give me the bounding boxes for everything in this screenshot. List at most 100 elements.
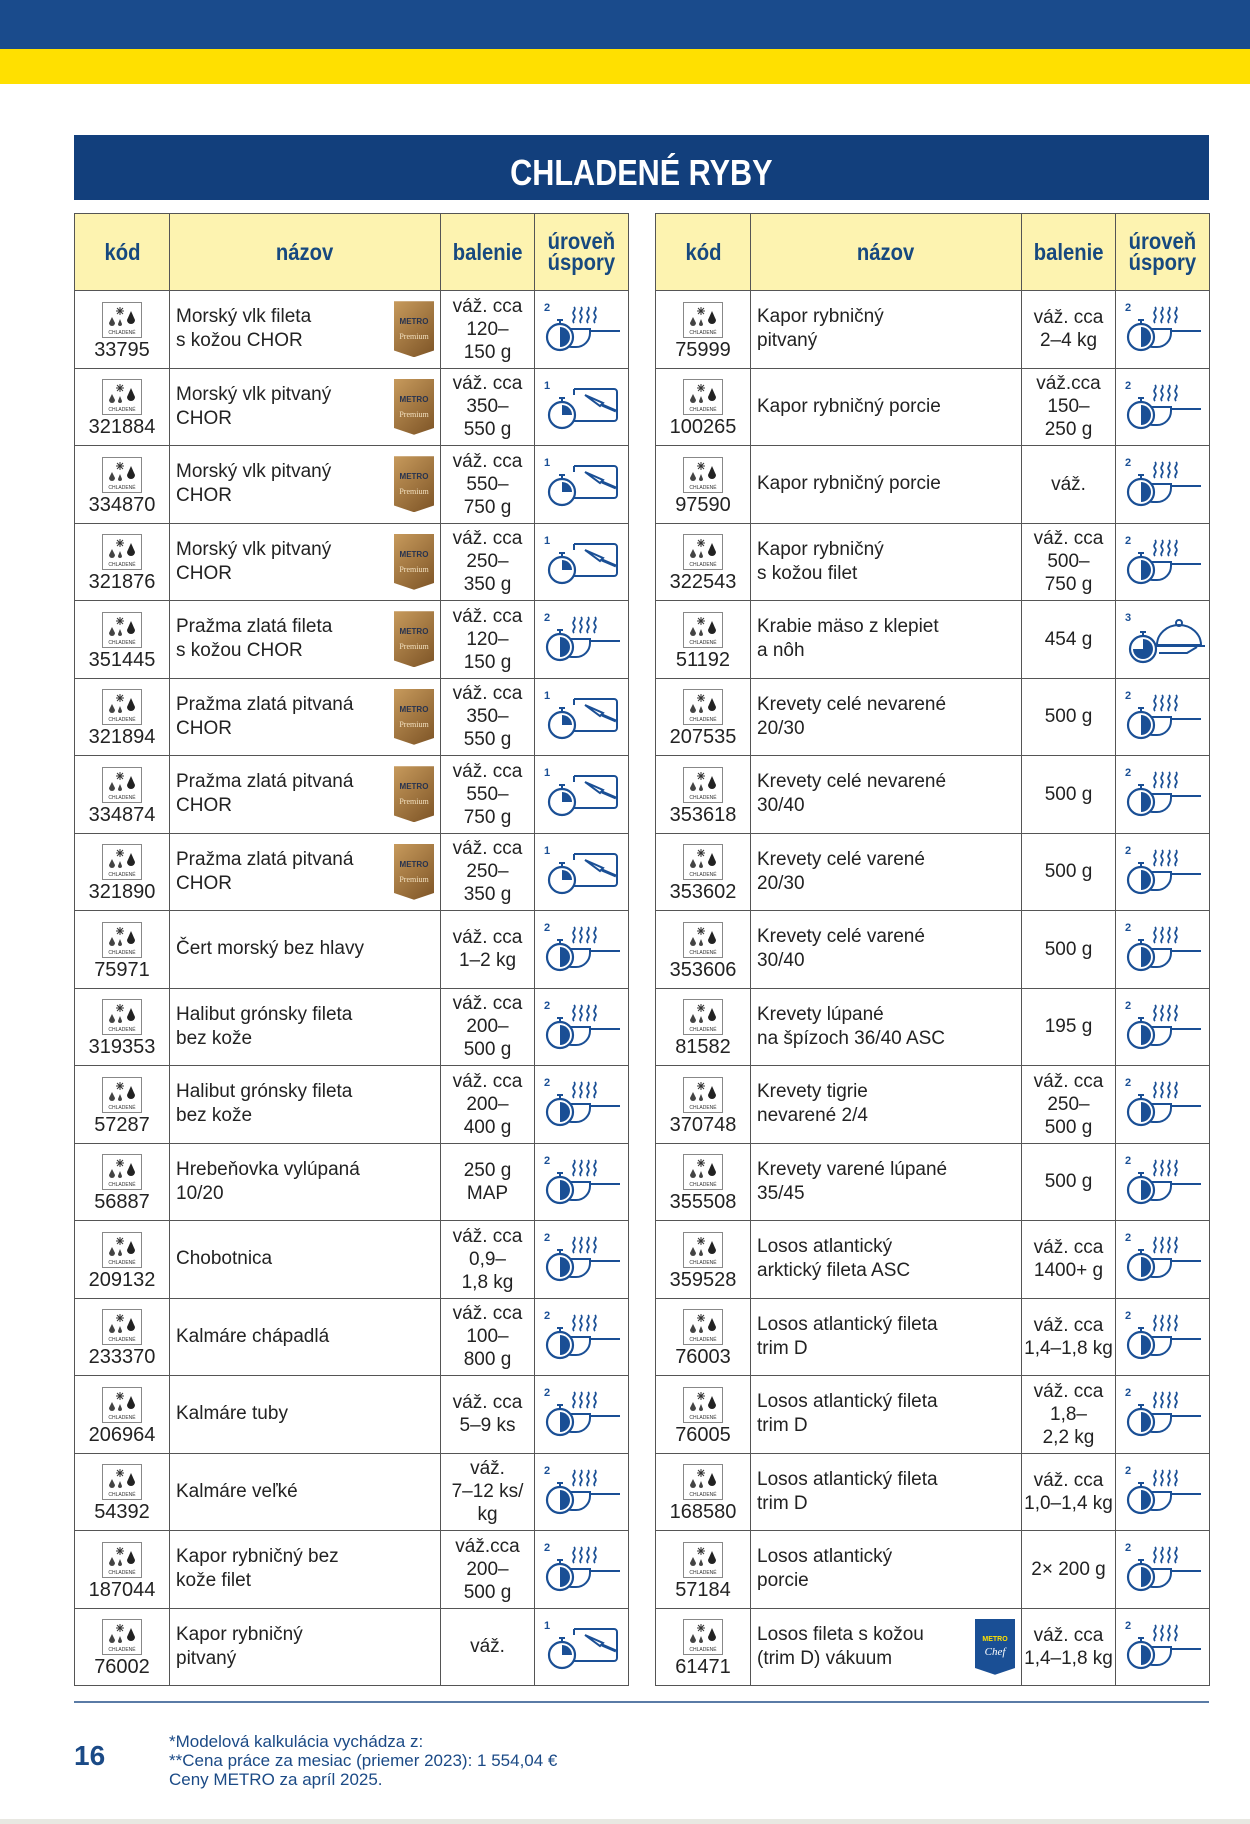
product-name: Kapor rybničný porcie: [757, 395, 941, 419]
product-code: 97590: [675, 493, 731, 516]
svg-text:2: 2: [1125, 1620, 1131, 1632]
code-cell: CHLADENÉ 100265: [655, 367, 751, 446]
product-name-line: (trim D) vákuum: [757, 1647, 893, 1669]
product-name-line: Morský vlk pitvaný: [176, 461, 332, 483]
svg-text:2: 2: [1125, 1000, 1131, 1012]
pack-line: váž. cca: [452, 1392, 523, 1414]
product-name: Pražma zlatá pitvaná CHOR: [176, 848, 353, 896]
svg-text:2: 2: [544, 1310, 550, 1322]
pack-cell: váž.cca 150– 250 g: [1021, 367, 1116, 446]
product-code: 76002: [94, 1656, 150, 1679]
chilled-icon: CHLADENÉ: [102, 301, 142, 338]
svg-text:2: 2: [1125, 1310, 1131, 1322]
code-cell: CHLADENÉ 76003: [655, 1297, 751, 1376]
code-cell: CHLADENÉ 76002: [74, 1607, 170, 1686]
pack-cell: váž. cca 1,8– 2,2 kg: [1021, 1375, 1116, 1454]
chilled-icon: CHLADENÉ: [683, 456, 723, 493]
product-code: 351445: [88, 648, 156, 671]
pack-line: 454 g: [1044, 628, 1093, 650]
pan-cooking-timer-icon: 2: [535, 297, 628, 361]
savings-level-cell: 2: [534, 1530, 629, 1609]
pack-line: váž. cca: [1033, 1070, 1104, 1092]
svg-text:2: 2: [544, 922, 550, 934]
svg-text:1: 1: [544, 380, 550, 392]
table-row: CHLADENÉ 61471 Losos fileta s kožou (trim …: [655, 1607, 1210, 1686]
pack-line: váž. cca: [1033, 1237, 1104, 1259]
savings-level-cell: 1: [534, 367, 629, 446]
code-cell: CHLADENÉ 319353: [74, 987, 170, 1066]
code-cell: CHLADENÉ 207535: [655, 677, 751, 756]
svg-text:2: 2: [544, 1387, 550, 1399]
code-cell: CHLADENÉ 353602: [655, 832, 751, 911]
code-cell: CHLADENÉ 321884: [74, 367, 170, 446]
pack-line: 200–: [466, 1093, 509, 1115]
product-name-line: Pražma zlatá pitvaná: [176, 848, 354, 870]
product-name-line: CHOR: [176, 795, 232, 817]
name-cell: Kalmáre veľké: [169, 1452, 441, 1531]
pack-line: 250 g: [1044, 419, 1093, 441]
savings-level-cell: 2: [1115, 1065, 1210, 1144]
name-cell: Losos atlantický fileta trim D: [750, 1297, 1022, 1376]
pack-cell: váž. cca 1,4–1,8 kg: [1021, 1607, 1116, 1686]
knife-cutting-board-timer-icon: 1: [535, 375, 628, 439]
pack-cell: 500 g: [1021, 832, 1116, 911]
savings-level-cell: 2: [534, 1452, 629, 1531]
svg-text:1: 1: [544, 535, 550, 547]
product-name-line: Losos atlantický fileta: [757, 1313, 938, 1335]
pack-line: váž. cca: [452, 295, 523, 317]
product-name-line: Krevety celé varené: [757, 848, 925, 870]
product-name: Chobotnica: [176, 1247, 272, 1271]
chilled-icon: CHLADENÉ: [683, 921, 723, 958]
svg-text:2: 2: [1125, 767, 1131, 779]
code-cell: CHLADENÉ 321890: [74, 832, 170, 911]
savings-level-cell: 2: [1115, 1452, 1210, 1531]
svg-text:2: 2: [544, 1465, 550, 1477]
chilled-icon: CHLADENÉ: [683, 1619, 723, 1656]
name-cell: Krevety tigrie nevarené 2/4: [750, 1065, 1022, 1144]
product-name: Kapor rybničný porcie: [757, 472, 941, 496]
savings-level-cell: 1: [534, 755, 629, 834]
table-row: CHLADENÉ 233370 Kalmáre chápadlá váž. cca…: [74, 1297, 629, 1376]
pack-line: 5–9 ks: [459, 1415, 516, 1437]
product-name: Losos atlantický porcie: [757, 1545, 892, 1593]
pack-cell: váž. cca 1400+ g: [1021, 1220, 1116, 1299]
pack-line: 550 g: [463, 729, 512, 751]
svg-text:2: 2: [1125, 1077, 1131, 1089]
pack-cell: váž. cca 250– 350 g: [440, 522, 535, 601]
name-cell: Kapor rybničný s kožou filet: [750, 522, 1022, 601]
column-header-pack: balenie: [1021, 213, 1116, 291]
serving-cloche-timer-icon: 3: [1116, 607, 1209, 671]
savings-level-cell: 2: [534, 987, 629, 1066]
pack-line: 150 g: [463, 341, 512, 363]
savings-level-cell: 2: [1115, 522, 1210, 601]
pack-cell: váž. cca 550– 750 g: [440, 445, 535, 524]
code-cell: CHLADENÉ 75971: [74, 910, 170, 989]
pack-line: 550 g: [463, 419, 512, 441]
pack-cell: 500 g: [1021, 910, 1116, 989]
chilled-icon: CHLADENÉ: [683, 844, 723, 881]
code-cell: CHLADENÉ 61471: [655, 1607, 751, 1686]
savings-level-cell: 1: [534, 522, 629, 601]
pack-line: 150 g: [463, 651, 512, 673]
product-name-line: 35/45: [757, 1182, 805, 1204]
product-code: 76003: [675, 1346, 731, 1369]
product-code: 187044: [88, 1578, 156, 1601]
chilled-icon: CHLADENÉ: [102, 1464, 142, 1501]
product-name-line: s kožou CHOR: [176, 330, 303, 352]
chilled-icon: CHLADENÉ: [683, 611, 723, 648]
product-code: 319353: [88, 1036, 156, 1059]
product-code: 334874: [88, 803, 156, 826]
svg-text:2: 2: [544, 302, 550, 314]
product-name: Pražma zlatá fileta s kožou CHOR: [176, 615, 332, 663]
pack-line: 750 g: [463, 496, 512, 518]
svg-text:2: 2: [544, 1155, 550, 1167]
chilled-icon: CHLADENÉ: [683, 1309, 723, 1346]
pack-line: 500 g: [1044, 1116, 1093, 1138]
chilled-icon: CHLADENÉ: [102, 1076, 142, 1113]
table-row: CHLADENÉ 209132 Chobotnica váž. cca 0,9– 1,…: [74, 1220, 629, 1299]
code-cell: CHLADENÉ 57287: [74, 1065, 170, 1144]
product-code: 353606: [669, 958, 737, 981]
pack-line: 500 g: [1044, 1171, 1093, 1193]
pack-cell: váž. cca 1,4–1,8 kg: [1021, 1297, 1116, 1376]
chilled-icon: CHLADENÉ: [102, 1154, 142, 1191]
